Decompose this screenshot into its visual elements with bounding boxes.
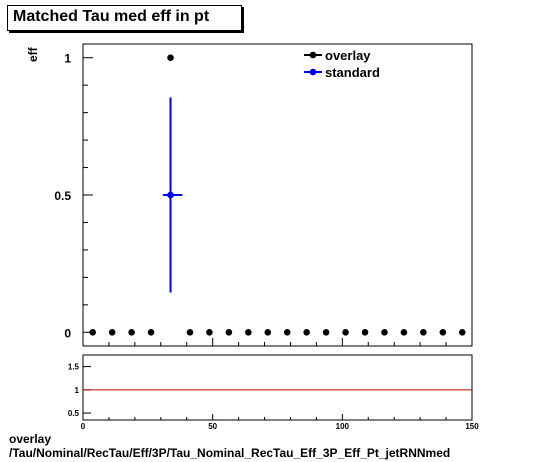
- main-plot-border: [82, 43, 473, 347]
- overlay-point: [128, 328, 135, 336]
- chart-title-box: Matched Tau med eff in pt: [7, 5, 242, 31]
- overlay-point: [167, 54, 174, 62]
- ratio-plot-axes: 0.5 1 1.5 0 50 100 150: [68, 363, 479, 431]
- overlay-point: [439, 328, 447, 336]
- y-tick-label: 0: [64, 326, 71, 340]
- overlay-point: [400, 328, 408, 336]
- overlay-point: [108, 328, 116, 336]
- ratio-x-tick-label: 50: [208, 422, 217, 431]
- ratio-x-tick-label: 0: [81, 422, 86, 431]
- legend-label-standard: standard: [325, 65, 380, 80]
- legend-label-overlay: overlay: [325, 48, 371, 63]
- ratio-x-tick-label: 100: [336, 422, 350, 431]
- overlay-point: [303, 328, 310, 336]
- overlay-point: [458, 328, 466, 336]
- main-plot-series: [89, 54, 466, 336]
- y-axis-label: eff: [26, 47, 40, 62]
- overlay-point: [186, 328, 194, 336]
- overlay-point: [147, 328, 155, 336]
- overlay-point: [361, 328, 369, 336]
- main-plot-frame: [82, 43, 473, 347]
- y-tick-label: 0.5: [54, 189, 71, 203]
- overlay-point: [322, 328, 330, 336]
- overlay-point: [206, 328, 213, 336]
- ratio-y-tick-label: 1: [75, 386, 80, 395]
- overlay-point: [225, 328, 233, 336]
- standard-point: [167, 191, 174, 199]
- chart-title: Matched Tau med eff in pt: [13, 8, 210, 25]
- ratio-plot-border: [82, 354, 473, 421]
- overlay-point: [283, 328, 291, 336]
- y-tick-label: 1: [64, 52, 71, 66]
- ratio-y-tick-label: 0.5: [68, 409, 80, 418]
- overlay-point: [381, 328, 388, 336]
- main-plot-axes: 00.51: [54, 52, 473, 346]
- overlay-point: [342, 328, 349, 336]
- legend-marker-overlay: [309, 51, 317, 59]
- ratio-y-tick-label: 1.5: [68, 363, 80, 372]
- overlay-point: [245, 328, 252, 336]
- ratio-x-tick-label: 150: [465, 422, 479, 431]
- overlay-point: [264, 328, 272, 336]
- overlay-point: [420, 328, 427, 336]
- overlay-point: [89, 328, 97, 336]
- ratio-plot-frame: [82, 354, 473, 421]
- footer-line-1: overlay: [9, 432, 52, 446]
- legend: overlay standard: [304, 48, 380, 80]
- footer-line-2: /Tau/Nominal/RecTau/Eff/3P/Tau_Nominal_R…: [9, 446, 451, 460]
- legend-marker-standard: [309, 68, 317, 76]
